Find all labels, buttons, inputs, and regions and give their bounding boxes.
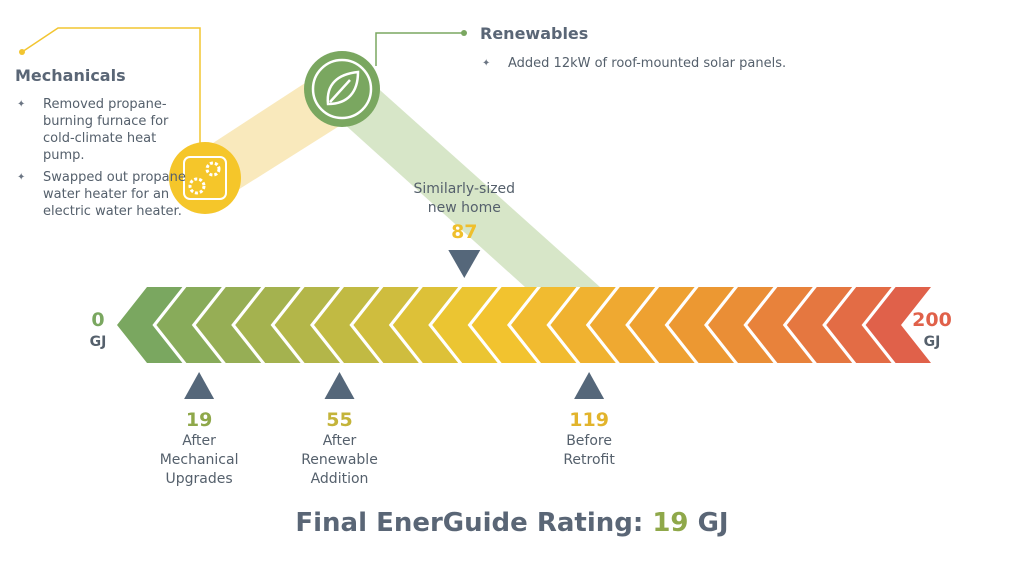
marker-label: Retrofit [563, 452, 615, 468]
chevron [274, 287, 340, 363]
leaf-icon-ring [311, 58, 373, 120]
chevron [353, 287, 419, 363]
scale-end-unit: GJ [924, 334, 941, 350]
reference-marker [448, 250, 481, 278]
chevron [235, 287, 301, 363]
chevron [668, 287, 734, 363]
leader-dot [461, 30, 467, 36]
chevron [629, 287, 695, 363]
chevron [826, 287, 892, 363]
chevron [117, 287, 183, 363]
list-item: Added 12kW of roof-mounted solar panels. [480, 55, 880, 72]
mechanicals-list: Removed propane-burning furnace for cold… [15, 96, 195, 225]
list-item: Removed propane-burning furnace for cold… [15, 96, 195, 164]
leaf [326, 70, 360, 106]
reference-label: new home [428, 200, 501, 216]
renewables-title: Renewables [480, 24, 589, 43]
marker-label: Addition [311, 471, 369, 487]
final-label: Final EnerGuide Rating: [295, 508, 644, 538]
mechanicals-title: Mechanicals [15, 66, 126, 85]
chevron [786, 287, 853, 363]
final-rating: Final EnerGuide Rating: 19 GJ [0, 508, 1024, 538]
marker [324, 372, 355, 399]
chevron [392, 287, 459, 363]
scale-end-value: 0 [91, 309, 104, 331]
list-item: Swapped out propane water heater for an … [15, 169, 195, 220]
chevron [550, 287, 616, 363]
chevron [589, 287, 656, 363]
chevron [747, 287, 813, 363]
marker-value: 55 [326, 409, 352, 431]
marker [574, 372, 605, 399]
chevron [471, 287, 537, 363]
final-unit: GJ [697, 508, 729, 538]
renewables-list: Added 12kW of roof-mounted solar panels. [480, 55, 880, 77]
marker-label: Upgrades [166, 471, 233, 487]
marker-label: After [323, 433, 357, 449]
scale-end-unit: GJ [90, 334, 107, 350]
chevron [708, 287, 774, 363]
renewables-beam [322, 74, 600, 287]
reference-value: 87 [451, 221, 477, 243]
marker [184, 372, 215, 399]
chevron [195, 287, 262, 363]
marker-value: 119 [569, 409, 609, 431]
reference-label: Similarly-sized [414, 181, 516, 197]
marker-label: Mechanical [160, 452, 239, 468]
chevron-bar [117, 287, 931, 363]
marker-label: Renewable [301, 452, 378, 468]
final-value: 19 [652, 508, 689, 538]
chevron [314, 287, 380, 363]
gear [205, 161, 221, 177]
chevron [511, 287, 577, 363]
renewables-leader [375, 32, 464, 66]
scale-end-value: 200 [912, 309, 952, 331]
chevron [432, 287, 498, 363]
mechanicals-leader [21, 27, 201, 148]
marker-value: 19 [186, 409, 212, 431]
chevron [865, 287, 931, 363]
chevron [156, 287, 222, 363]
marker-label: Before [566, 433, 612, 449]
marker-label: After [182, 433, 216, 449]
leader-dot [19, 49, 25, 55]
